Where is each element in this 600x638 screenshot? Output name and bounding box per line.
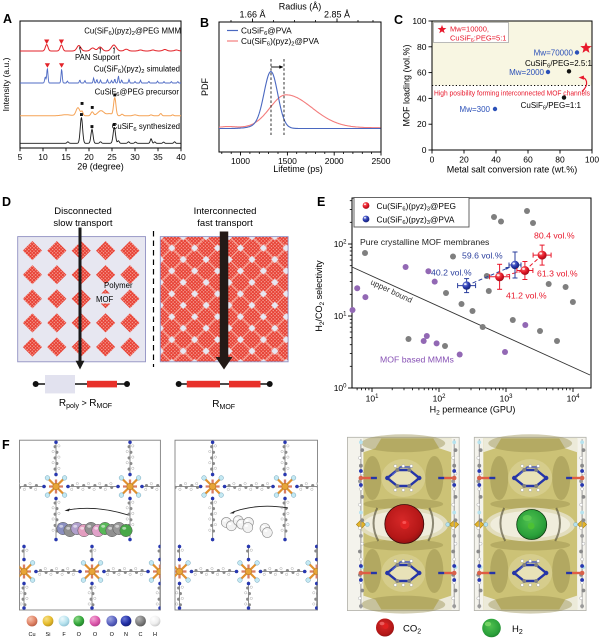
svg-text:61.3 vol.%: 61.3 vol.% <box>537 269 578 279</box>
svg-text:5: 5 <box>18 152 23 162</box>
svg-text:40: 40 <box>176 152 186 162</box>
svg-text:80: 80 <box>417 42 427 52</box>
svg-text:Pure crystalline MOF membranes: Pure crystalline MOF membranes <box>360 237 490 247</box>
svg-text:59.6 vol.%: 59.6 vol.% <box>462 251 503 261</box>
svg-text:MOF based MMMs: MOF based MMMs <box>380 355 455 365</box>
svg-text:CO2: CO2 <box>403 624 421 636</box>
svg-text:20: 20 <box>417 119 427 129</box>
svg-text:CuSiF6:PEG=5:1: CuSiF6:PEG=5:1 <box>450 34 506 45</box>
svg-text:2θ (degree): 2θ (degree) <box>77 162 124 172</box>
svg-text:0: 0 <box>430 155 435 165</box>
svg-text:1.66 Å: 1.66 Å <box>239 10 265 20</box>
svg-text:H: H <box>153 632 157 638</box>
svg-text:C: C <box>139 632 143 638</box>
svg-text:High posibility forming interc: High posibility forming interconnected M… <box>434 89 590 98</box>
svg-text:D: D <box>2 195 11 209</box>
svg-text:B: B <box>200 16 209 30</box>
svg-text:H2 permeance (GPU): H2 permeance (GPU) <box>430 405 516 417</box>
svg-text:Intensity (a.u.): Intensity (a.u.) <box>1 57 11 111</box>
svg-text:CuSiF6 synthesized: CuSiF6 synthesized <box>112 122 180 133</box>
svg-text:CuSiF6/PEG=1:1: CuSiF6/PEG=1:1 <box>521 101 582 112</box>
svg-text:Si: Si <box>46 632 51 638</box>
svg-text:104: 104 <box>567 394 580 404</box>
svg-text:fast transport: fast transport <box>197 218 253 229</box>
svg-text:H2: H2 <box>512 624 523 636</box>
svg-text:60: 60 <box>417 68 427 78</box>
svg-text:Disconnected: Disconnected <box>54 206 112 217</box>
svg-text:Mw=10000,: Mw=10000, <box>450 25 489 34</box>
svg-text:slow transport: slow transport <box>53 218 112 229</box>
svg-text:2.85 Å: 2.85 Å <box>324 10 350 20</box>
svg-text:Mw=300: Mw=300 <box>460 105 491 114</box>
svg-text:41.2 vol.%: 41.2 vol.% <box>506 290 547 300</box>
svg-text:CuSiF6@PEG precursor: CuSiF6@PEG precursor <box>95 88 180 99</box>
svg-text:20: 20 <box>84 152 94 162</box>
svg-text:35: 35 <box>153 152 163 162</box>
svg-text:N: N <box>124 632 128 638</box>
svg-text:Polymer: Polymer <box>104 281 133 290</box>
svg-text:Lifetime (ps): Lifetime (ps) <box>273 164 323 174</box>
svg-text:101: 101 <box>366 394 379 404</box>
svg-text:Cu(SiF6)(pyz)2@PVA: Cu(SiF6)(pyz)2@PVA <box>241 36 319 48</box>
svg-text:15: 15 <box>61 152 71 162</box>
svg-text:MOF: MOF <box>96 295 114 304</box>
svg-text:100: 100 <box>412 16 426 26</box>
svg-text:1000: 1000 <box>231 156 250 166</box>
svg-text:E: E <box>317 195 325 209</box>
svg-text:30: 30 <box>130 152 140 162</box>
svg-text:60: 60 <box>523 155 533 165</box>
svg-text:A: A <box>3 12 12 26</box>
svg-text:100: 100 <box>585 155 599 165</box>
svg-text:102: 102 <box>334 239 347 249</box>
svg-text:25: 25 <box>107 152 117 162</box>
svg-text:O: O <box>93 632 98 638</box>
svg-text:CuSiF6@PVA: CuSiF6@PVA <box>241 26 292 38</box>
svg-text:80.4 vol.%: 80.4 vol.% <box>534 231 575 241</box>
svg-text:O: O <box>110 632 115 638</box>
svg-text:PDF: PDF <box>200 77 210 96</box>
svg-text:Mw=2000: Mw=2000 <box>509 68 544 77</box>
svg-text:40: 40 <box>491 155 501 165</box>
svg-text:Radius (Å): Radius (Å) <box>279 2 322 12</box>
svg-text:Cu(SiF6)(pyz)3@PEG: Cu(SiF6)(pyz)3@PEG <box>377 201 456 213</box>
svg-text:Cu: Cu <box>28 632 35 638</box>
svg-text:102: 102 <box>433 394 446 404</box>
svg-text:2500: 2500 <box>372 156 391 166</box>
svg-text:Mw=70000: Mw=70000 <box>534 49 574 58</box>
svg-text:40: 40 <box>417 93 427 103</box>
svg-text:100: 100 <box>334 383 347 393</box>
svg-text:F: F <box>62 632 66 638</box>
svg-text:F: F <box>2 438 10 452</box>
svg-text:1500: 1500 <box>278 156 297 166</box>
svg-text:O: O <box>77 632 82 638</box>
svg-text:MOF loading (vol.%): MOF loading (vol.%) <box>402 44 412 126</box>
svg-text:Interconnected: Interconnected <box>194 206 257 217</box>
svg-text:2000: 2000 <box>325 156 344 166</box>
svg-text:C: C <box>394 13 403 27</box>
svg-text:40.2 vol.%: 40.2 vol.% <box>431 268 472 278</box>
svg-text:PAN Support: PAN Support <box>75 53 121 62</box>
svg-text:20: 20 <box>459 155 469 165</box>
svg-text:80: 80 <box>555 155 565 165</box>
svg-text:CuSiF6/PEG=2.5:1: CuSiF6/PEG=2.5:1 <box>525 59 593 70</box>
svg-text:Cu(SiF6)(pyz)2@PEG MMM: Cu(SiF6)(pyz)2@PEG MMM <box>84 27 181 38</box>
svg-text:0: 0 <box>422 145 427 155</box>
svg-text:Cu(SiF6)(pyz)2 simulated: Cu(SiF6)(pyz)2 simulated <box>94 65 180 76</box>
svg-text:Cu(SiF6)(pyz)3@PVA: Cu(SiF6)(pyz)3@PVA <box>377 214 455 226</box>
svg-text:H2/CO2 selectivity: H2/CO2 selectivity <box>314 260 326 332</box>
svg-text:101: 101 <box>334 311 347 321</box>
svg-text:103: 103 <box>500 394 513 404</box>
svg-text:10: 10 <box>38 152 48 162</box>
svg-text:Metal salt conversion rate (wt: Metal salt conversion rate (wt.%) <box>447 165 578 175</box>
